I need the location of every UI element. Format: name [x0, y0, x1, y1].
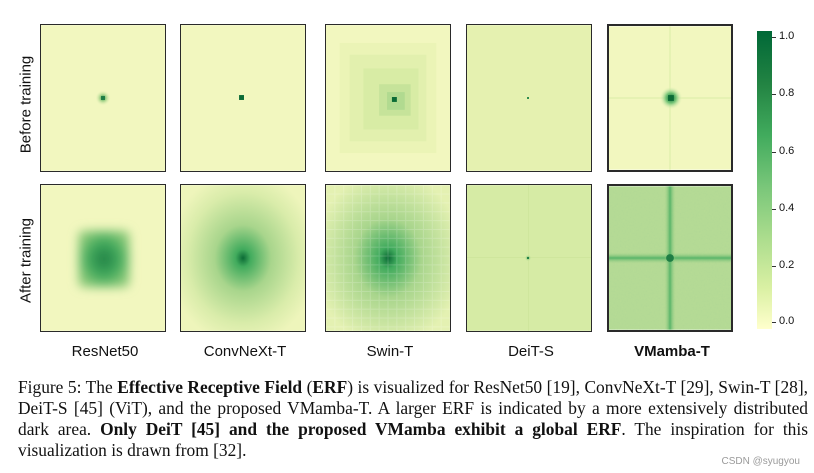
colorbar-tick-label: 0.4: [779, 202, 795, 214]
panel-before-deit: [466, 24, 592, 172]
panel-after-vmamba: [607, 184, 733, 332]
watermark: CSDN @syugyou: [721, 456, 800, 467]
figure-caption: Figure 5: The Effective Receptive Field …: [18, 377, 808, 461]
caption-bold: Only DeiT [45] and the proposed VMamba e…: [100, 419, 622, 439]
colorbar-tick-label: 1.0: [779, 30, 795, 42]
panel-before-convnext: [180, 24, 306, 172]
colorbar-tick-label: 0.2: [779, 259, 795, 271]
col-label-resnet50: ResNet50: [71, 343, 139, 360]
caption-bold: Effective Receptive Field: [117, 377, 303, 397]
caption-text: . The inspiration for this visualization…: [18, 419, 808, 460]
caption-text: Figure 5: The: [18, 377, 118, 397]
panel-before-vmamba: [607, 24, 733, 172]
col-label-deit: DeiT-S: [508, 343, 554, 360]
col-label-swin: Swin-T: [366, 343, 414, 360]
caption-text: (: [302, 377, 313, 397]
colorbar-tick: [772, 322, 776, 323]
caption-text: ) is visualized for ResNet50 [19], ConvN…: [18, 377, 809, 439]
colorbar-tick: [772, 37, 776, 38]
row-label-before: Before training: [17, 55, 35, 154]
colorbar-tick-label: 0.0: [779, 315, 795, 327]
colorbar-tick-label: 0.6: [779, 145, 795, 157]
panel-after-resnet50: [40, 184, 166, 332]
caption-bold: ERF: [312, 377, 348, 397]
panel-after-convnext: [180, 184, 306, 332]
panel-after-swin: [325, 184, 451, 332]
colorbar-tick: [772, 94, 776, 95]
panel-before-swin: [325, 24, 451, 172]
row-label-after: After training: [17, 217, 35, 304]
colorbar: [757, 31, 772, 329]
colorbar-tick: [772, 209, 776, 210]
colorbar-tick: [772, 152, 776, 153]
colorbar-tick: [772, 266, 776, 267]
panel-before-resnet50: [40, 24, 166, 172]
col-label-convnext: ConvNeXt-T: [203, 343, 287, 360]
col-label-vmamba: VMamba-T: [634, 343, 710, 360]
panel-after-deit: [466, 184, 592, 332]
colorbar-tick-label: 0.8: [779, 87, 795, 99]
